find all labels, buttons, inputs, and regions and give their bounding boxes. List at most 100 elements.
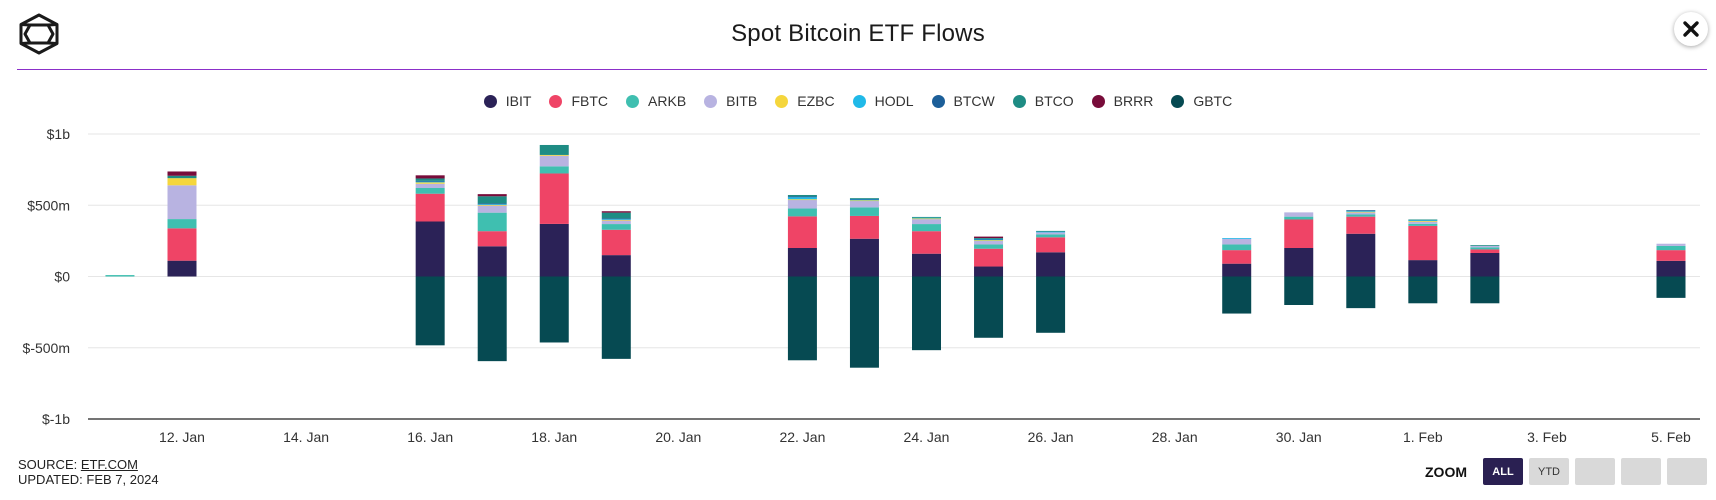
legend-dot-icon	[704, 94, 718, 108]
bar-segment-hodl	[1346, 210, 1376, 212]
zoom-button-range-4[interactable]	[1667, 458, 1707, 485]
legend-item-arkb[interactable]: ARKB	[626, 93, 686, 109]
bar-segment-btco	[601, 212, 631, 219]
bar-segment-ezbc	[1408, 220, 1438, 222]
bar-segment-fbtc	[1284, 219, 1314, 248]
legend-label: EZBC	[797, 93, 835, 109]
bar-segment-fbtc	[849, 215, 879, 239]
bar-segment-ibit	[1284, 248, 1314, 277]
bar-segment-arkb	[849, 207, 879, 216]
bar-segment-fbtc	[1222, 250, 1252, 264]
legend-item-fbtc[interactable]: FBTC	[549, 93, 608, 109]
bar-segment-brrr	[974, 236, 1004, 239]
bar-segment-btcw	[974, 238, 1004, 240]
bar-segment-fbtc	[415, 193, 445, 222]
logo-cube-icon	[19, 13, 59, 55]
bar-segment-fbtc	[1036, 237, 1066, 253]
bar-segment-arkb	[601, 224, 631, 230]
chart-plot: $-1b $-500m $0 $500m $1b 12. Jan 14. Jan 16. Ja…	[23, 126, 1700, 445]
bar-segment-btco	[539, 144, 569, 155]
bar-segment-btcw	[477, 203, 507, 205]
bar-segment-brrr	[167, 171, 197, 176]
bar-segment-bitb	[1346, 212, 1376, 215]
y-tick-label: $500m	[27, 197, 70, 213]
legend-label: BTCO	[1034, 93, 1074, 109]
legend-dot-icon	[1012, 94, 1026, 108]
chart-header: Spot Bitcoin ETF Flows	[0, 0, 1716, 70]
bar-segment-arkb	[1284, 216, 1314, 220]
bar-segment-bitb	[1284, 212, 1314, 217]
bar-segment-arkb	[1346, 214, 1376, 217]
bar-segment-arkb	[105, 275, 135, 277]
zoom-button-range-2[interactable]	[1575, 458, 1615, 485]
bar-segment-bitb	[1408, 221, 1438, 224]
bar-segment-arkb	[539, 166, 569, 174]
bar-segment-bitb	[849, 200, 879, 208]
bar-segment-hodl	[477, 204, 507, 205]
bar-segment-gbtc	[1656, 276, 1686, 298]
bar-segment-fbtc	[1470, 249, 1500, 253]
close-button[interactable]	[1674, 12, 1708, 46]
bar-segment-bitb	[787, 199, 817, 209]
bar-segment-fbtc	[1346, 216, 1376, 234]
bar-segment-brrr	[415, 175, 445, 179]
bar-segment-ezbc	[477, 204, 507, 206]
zoom-controls: ZOOM ALL YTD	[1425, 458, 1707, 485]
bar-segment-gbtc	[1408, 276, 1438, 304]
zoom-button-all[interactable]: ALL	[1483, 458, 1523, 485]
bar-segment-gbtc	[849, 276, 879, 368]
bar-segment-bitb	[1656, 243, 1686, 246]
legend-dot-icon	[483, 94, 497, 108]
legend-item-gbtc[interactable]: GBTC	[1171, 93, 1232, 109]
legend-item-btcw[interactable]: BTCW	[931, 93, 995, 109]
bar-segment-gbtc	[787, 276, 817, 361]
bar-segment-bitb	[912, 219, 941, 225]
zoom-button-ytd[interactable]: YTD	[1529, 458, 1569, 485]
source-link[interactable]: ETF.COM	[80, 457, 138, 472]
legend-item-brrr[interactable]: BRRR	[1091, 93, 1154, 109]
bar-segment-btco	[1036, 230, 1066, 232]
legend-label: BRRR	[1113, 93, 1154, 109]
legend-item-btco[interactable]: BTCO	[1012, 93, 1074, 109]
bar-segment-arkb	[1656, 245, 1686, 251]
header-divider	[17, 69, 1707, 70]
bar-segment-gbtc	[477, 276, 507, 362]
bar-segment-gbtc	[539, 276, 569, 343]
legend-item-ibit[interactable]: IBIT	[483, 93, 531, 109]
bar-segment-fbtc	[477, 231, 507, 247]
bar-segment-bitb	[539, 155, 569, 167]
bar-segment-arkb	[167, 219, 197, 229]
legend-item-hodl[interactable]: HODL	[852, 93, 914, 109]
chart-title: Spot Bitcoin ETF Flows	[731, 20, 985, 47]
legend-dot-icon	[852, 94, 866, 108]
bar-segment-hodl	[1222, 238, 1252, 239]
bar-segment-hodl	[415, 181, 445, 183]
bar-segment-fbtc	[787, 216, 817, 248]
x-tick-label: 18. Jan	[531, 429, 577, 445]
bar-segment-ibit	[787, 248, 817, 277]
bar-segment-hodl	[1036, 231, 1066, 233]
legend-item-ezbc[interactable]: EZBC	[775, 93, 835, 109]
bar-segment-ezbc	[787, 199, 817, 201]
bar-segment-hodl	[849, 199, 879, 201]
bar-segment-fbtc	[167, 228, 197, 261]
close-icon	[1683, 21, 1699, 37]
bar-segment-hodl	[601, 219, 631, 220]
bar-segment-hodl	[912, 217, 941, 219]
bar-segment-btco	[912, 216, 941, 218]
bar-segment-gbtc	[1036, 276, 1066, 333]
bar-segment-gbtc	[415, 276, 445, 346]
bar-segment-fbtc	[601, 229, 631, 256]
bar-segment-gbtc	[912, 276, 941, 351]
bar-segment-ibit	[974, 266, 1004, 277]
legend-item-bitb[interactable]: BITB	[704, 93, 757, 109]
zoom-button-range-3[interactable]	[1621, 458, 1661, 485]
bar-segment-fbtc	[912, 231, 941, 254]
bar-segment-ezbc	[539, 154, 569, 156]
bar-segment-ibit	[1346, 233, 1376, 277]
y-tick-label: $0	[54, 269, 70, 285]
legend-label: BTCW	[953, 93, 995, 109]
bar-segment-bitb	[1222, 238, 1252, 245]
legend-label: BITB	[726, 93, 758, 109]
bar-segment-ezbc	[415, 182, 445, 184]
